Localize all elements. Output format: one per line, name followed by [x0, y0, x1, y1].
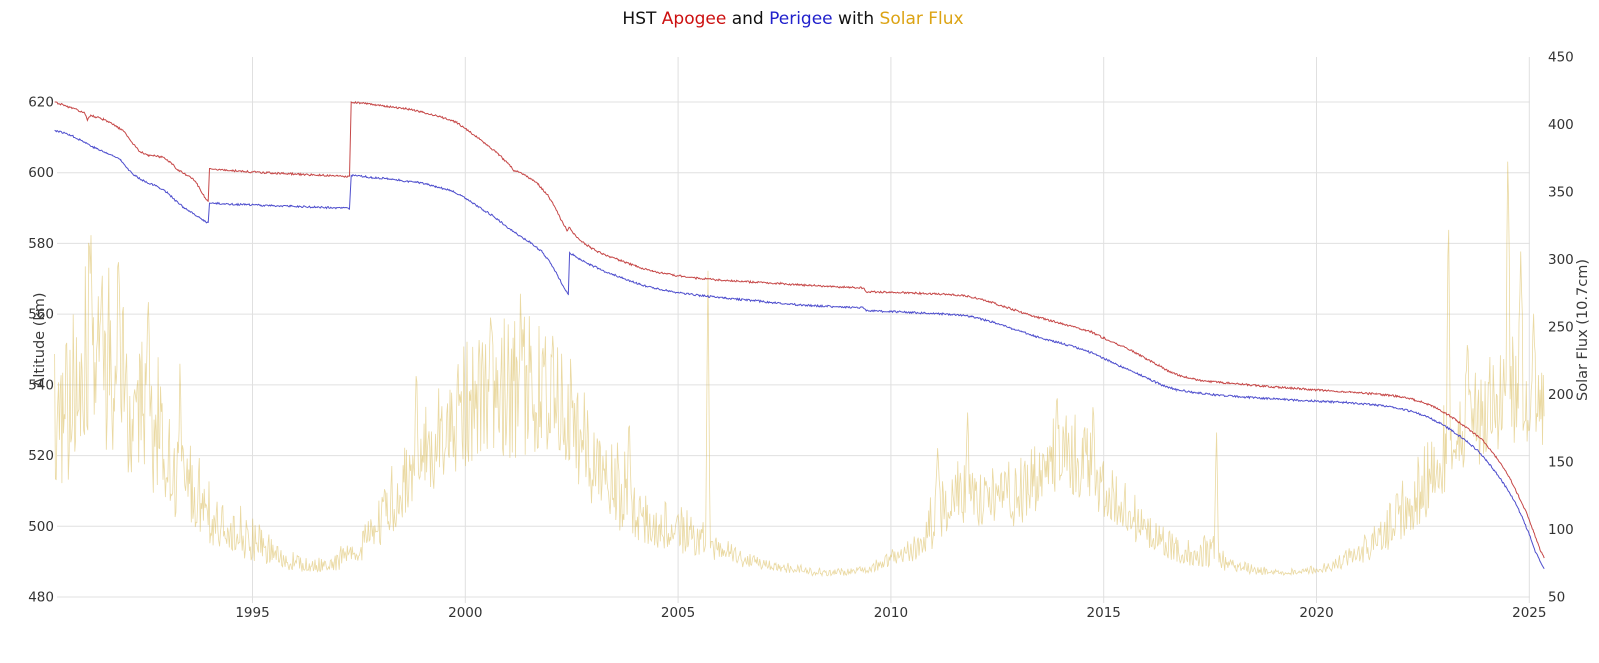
- x-tick-label: 2020: [1299, 605, 1333, 621]
- perigee-line: [54, 129, 1545, 569]
- solar-flux-line: [54, 161, 1545, 578]
- chart-title: HST Apogee and Perigee with Solar Flux: [622, 9, 963, 29]
- left-tick-label: 500: [28, 519, 54, 535]
- right-tick-label: 100: [1548, 522, 1574, 538]
- right-tick-label: 450: [1548, 50, 1574, 66]
- title-solar-flux: Solar Flux: [879, 9, 964, 29]
- title-with: with: [832, 9, 880, 29]
- left-tick-label: 600: [28, 165, 54, 181]
- x-tick-label: 2015: [1087, 605, 1121, 621]
- x-tick-label: 2010: [874, 605, 908, 621]
- right-axis-title: Solar Flux (10.7cm): [1575, 258, 1591, 402]
- title-perigee: Perigee: [769, 9, 833, 29]
- x-tick-label: 1995: [235, 605, 269, 621]
- right-tick-label: 150: [1548, 455, 1574, 471]
- x-tick-label: 2000: [448, 605, 482, 621]
- left-tick-label: 540: [28, 377, 54, 393]
- left-axis-title: Altitude (km): [32, 292, 48, 388]
- x-tick-label: 2025: [1512, 605, 1546, 621]
- right-tick-label: 400: [1548, 117, 1574, 133]
- right-tick-label: 200: [1548, 387, 1574, 403]
- title-hst: HST: [622, 9, 662, 29]
- right-tick-label: 350: [1548, 185, 1574, 201]
- title-apogee: Apogee: [661, 9, 727, 29]
- left-tick-label: 580: [28, 236, 54, 252]
- right-tick-label: 250: [1548, 320, 1574, 336]
- right-tick-label: 300: [1548, 252, 1574, 268]
- title-and: and: [726, 9, 770, 29]
- apogee-line: [54, 100, 1545, 559]
- left-tick-label: 620: [28, 95, 54, 111]
- right-tick-label: 50: [1548, 590, 1565, 606]
- x-tick-label: 2005: [661, 605, 695, 621]
- left-tick-label: 520: [28, 448, 54, 464]
- left-tick-label: 480: [28, 590, 54, 606]
- left-tick-label: 560: [28, 307, 54, 323]
